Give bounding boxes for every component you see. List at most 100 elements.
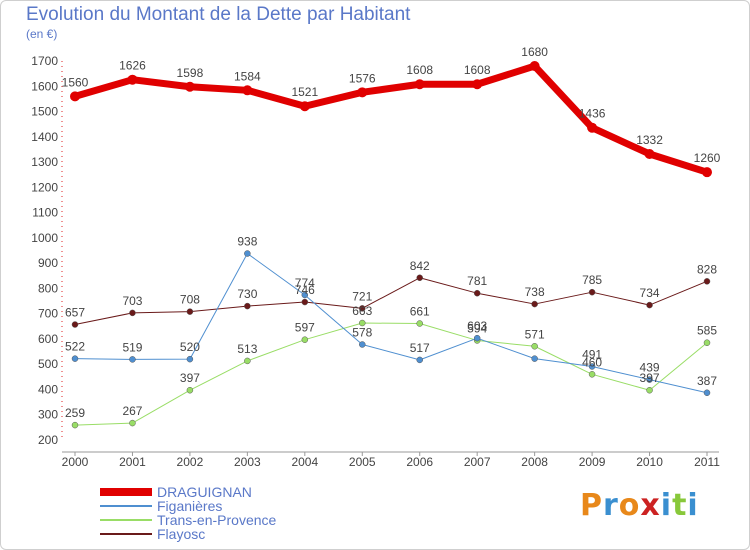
data-point <box>416 320 423 327</box>
data-label: 267 <box>122 404 142 418</box>
data-point <box>129 356 136 363</box>
data-label: 1260 <box>694 151 721 165</box>
legend-swatch <box>100 505 152 507</box>
y-tick-label: 900 <box>38 256 58 270</box>
data-point <box>588 363 596 370</box>
data-point <box>588 288 596 296</box>
data-label: 738 <box>525 285 545 299</box>
data-point <box>416 356 423 364</box>
data-point <box>129 419 136 427</box>
x-tick-label: 2011 <box>694 455 720 469</box>
data-label: 730 <box>237 287 257 301</box>
data-label: 397 <box>180 371 200 385</box>
data-point <box>588 371 596 378</box>
x-tick-label: 2007 <box>464 455 491 469</box>
series-line-1 <box>74 253 708 394</box>
series-line-0 <box>74 62 709 176</box>
x-tick-label: 2003 <box>234 455 261 469</box>
data-label: 785 <box>582 273 602 287</box>
data-label: 1584 <box>234 69 261 83</box>
y-tick-label: 1400 <box>31 130 58 144</box>
legend-swatch <box>100 488 152 496</box>
y-tick-label: 1100 <box>32 206 58 220</box>
data-point <box>127 74 138 85</box>
legend-label: DRAGUIGNAN <box>157 484 252 500</box>
logo-letter: P <box>580 488 603 523</box>
data-point <box>531 343 538 350</box>
data-label: 259 <box>65 406 85 420</box>
x-tick-label: 2000 <box>62 455 89 469</box>
data-point <box>414 79 425 90</box>
legend: DRAGUIGNAN Figanières Trans-en-Provence Fla… <box>100 485 276 541</box>
data-point <box>359 305 366 312</box>
data-point <box>473 289 481 297</box>
y-tick-label: 1300 <box>31 155 58 169</box>
data-point <box>186 308 194 315</box>
data-label: 1332 <box>636 133 663 147</box>
data-label: 578 <box>352 325 372 339</box>
data-point <box>186 355 194 363</box>
chart-title: Evolution du Montant de la Dette par Hab… <box>26 4 411 25</box>
x-tick-label: 2004 <box>291 455 318 469</box>
x-tick-label: 2010 <box>636 455 663 469</box>
data-label: 938 <box>237 235 257 249</box>
legend-item: DRAGUIGNAN <box>100 485 276 499</box>
data-label: 1560 <box>62 75 89 89</box>
data-label: 1608 <box>464 63 491 77</box>
data-point <box>473 334 481 342</box>
y-tick-label: 1700 <box>31 54 58 68</box>
y-tick-label: 1500 <box>31 105 58 119</box>
y-tick-label: 1200 <box>31 180 58 194</box>
data-label: 1521 <box>291 85 318 99</box>
data-label: 397 <box>640 371 660 385</box>
legend-item: Flayosc <box>100 527 276 541</box>
y-tick-label: 300 <box>38 408 58 422</box>
y-tick-label: 600 <box>38 332 58 346</box>
series-line-2 <box>74 322 708 426</box>
data-label: 520 <box>180 340 200 354</box>
data-label: 774 <box>295 276 315 290</box>
data-label: 522 <box>65 340 85 354</box>
data-point <box>529 61 540 72</box>
y-tick-label: 200 <box>38 433 58 447</box>
data-point <box>531 300 538 308</box>
legend-label: Flayosc <box>157 526 206 542</box>
x-tick-label: 2002 <box>177 455 204 469</box>
data-point <box>301 291 309 299</box>
data-label: 1608 <box>406 63 433 77</box>
logo-letter: i <box>660 488 673 523</box>
data-point <box>244 302 251 310</box>
legend-swatch <box>100 519 152 521</box>
data-point <box>359 341 366 348</box>
data-label: 517 <box>410 341 430 355</box>
chart-unit: (en €) <box>26 27 58 41</box>
data-point <box>71 321 79 328</box>
data-point <box>416 274 423 282</box>
y-tick-label: 500 <box>38 357 58 371</box>
data-point <box>299 101 310 112</box>
data-point <box>702 167 712 178</box>
data-label: 1598 <box>177 66 204 80</box>
data-label: 519 <box>122 340 142 354</box>
data-point <box>242 85 253 96</box>
data-point <box>646 386 653 394</box>
data-label: 387 <box>697 374 717 388</box>
data-point <box>587 122 598 133</box>
data-point <box>70 91 80 102</box>
data-label: 1576 <box>349 71 376 85</box>
data-label: 460 <box>582 355 602 369</box>
y-tick-label: 700 <box>38 307 58 321</box>
data-label: 439 <box>640 361 660 375</box>
data-label: 513 <box>237 342 257 356</box>
data-point <box>357 87 368 98</box>
data-label: 594 <box>467 321 487 335</box>
data-label: 1436 <box>579 107 606 121</box>
data-label: 585 <box>697 324 717 338</box>
x-tick-label: 2006 <box>406 455 433 469</box>
y-tick-label: 1000 <box>31 231 58 245</box>
data-label: 597 <box>295 321 315 335</box>
x-tick-label: 2005 <box>349 455 376 469</box>
data-point <box>359 319 366 327</box>
data-point <box>703 278 711 285</box>
